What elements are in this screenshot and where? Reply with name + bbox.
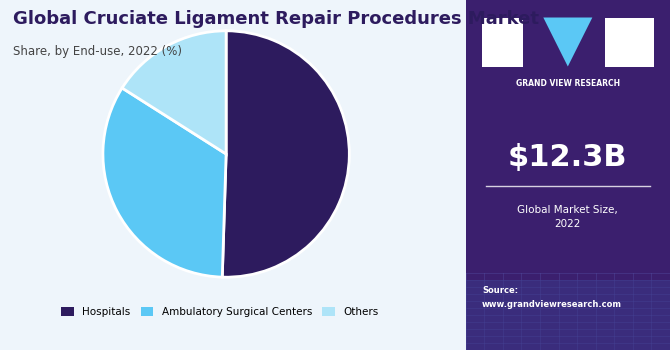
Wedge shape [103,88,226,277]
Text: Source:
www.grandviewresearch.com: Source: www.grandviewresearch.com [482,286,622,309]
Wedge shape [122,31,226,154]
Text: Global Market Size,
2022: Global Market Size, 2022 [517,205,618,229]
FancyBboxPatch shape [604,18,654,66]
Text: $12.3B: $12.3B [508,143,628,172]
Wedge shape [222,31,349,277]
FancyBboxPatch shape [466,0,670,350]
Text: Global Cruciate Ligament Repair Procedures Market: Global Cruciate Ligament Repair Procedur… [13,10,539,28]
Legend: Hospitals, Ambulatory Surgical Centers, Others: Hospitals, Ambulatory Surgical Centers, … [57,303,383,321]
Polygon shape [543,18,592,66]
Text: GRAND VIEW RESEARCH: GRAND VIEW RESEARCH [516,79,620,89]
Text: Share, by End-use, 2022 (%): Share, by End-use, 2022 (%) [13,46,182,58]
FancyBboxPatch shape [466,280,670,350]
FancyBboxPatch shape [482,18,523,66]
